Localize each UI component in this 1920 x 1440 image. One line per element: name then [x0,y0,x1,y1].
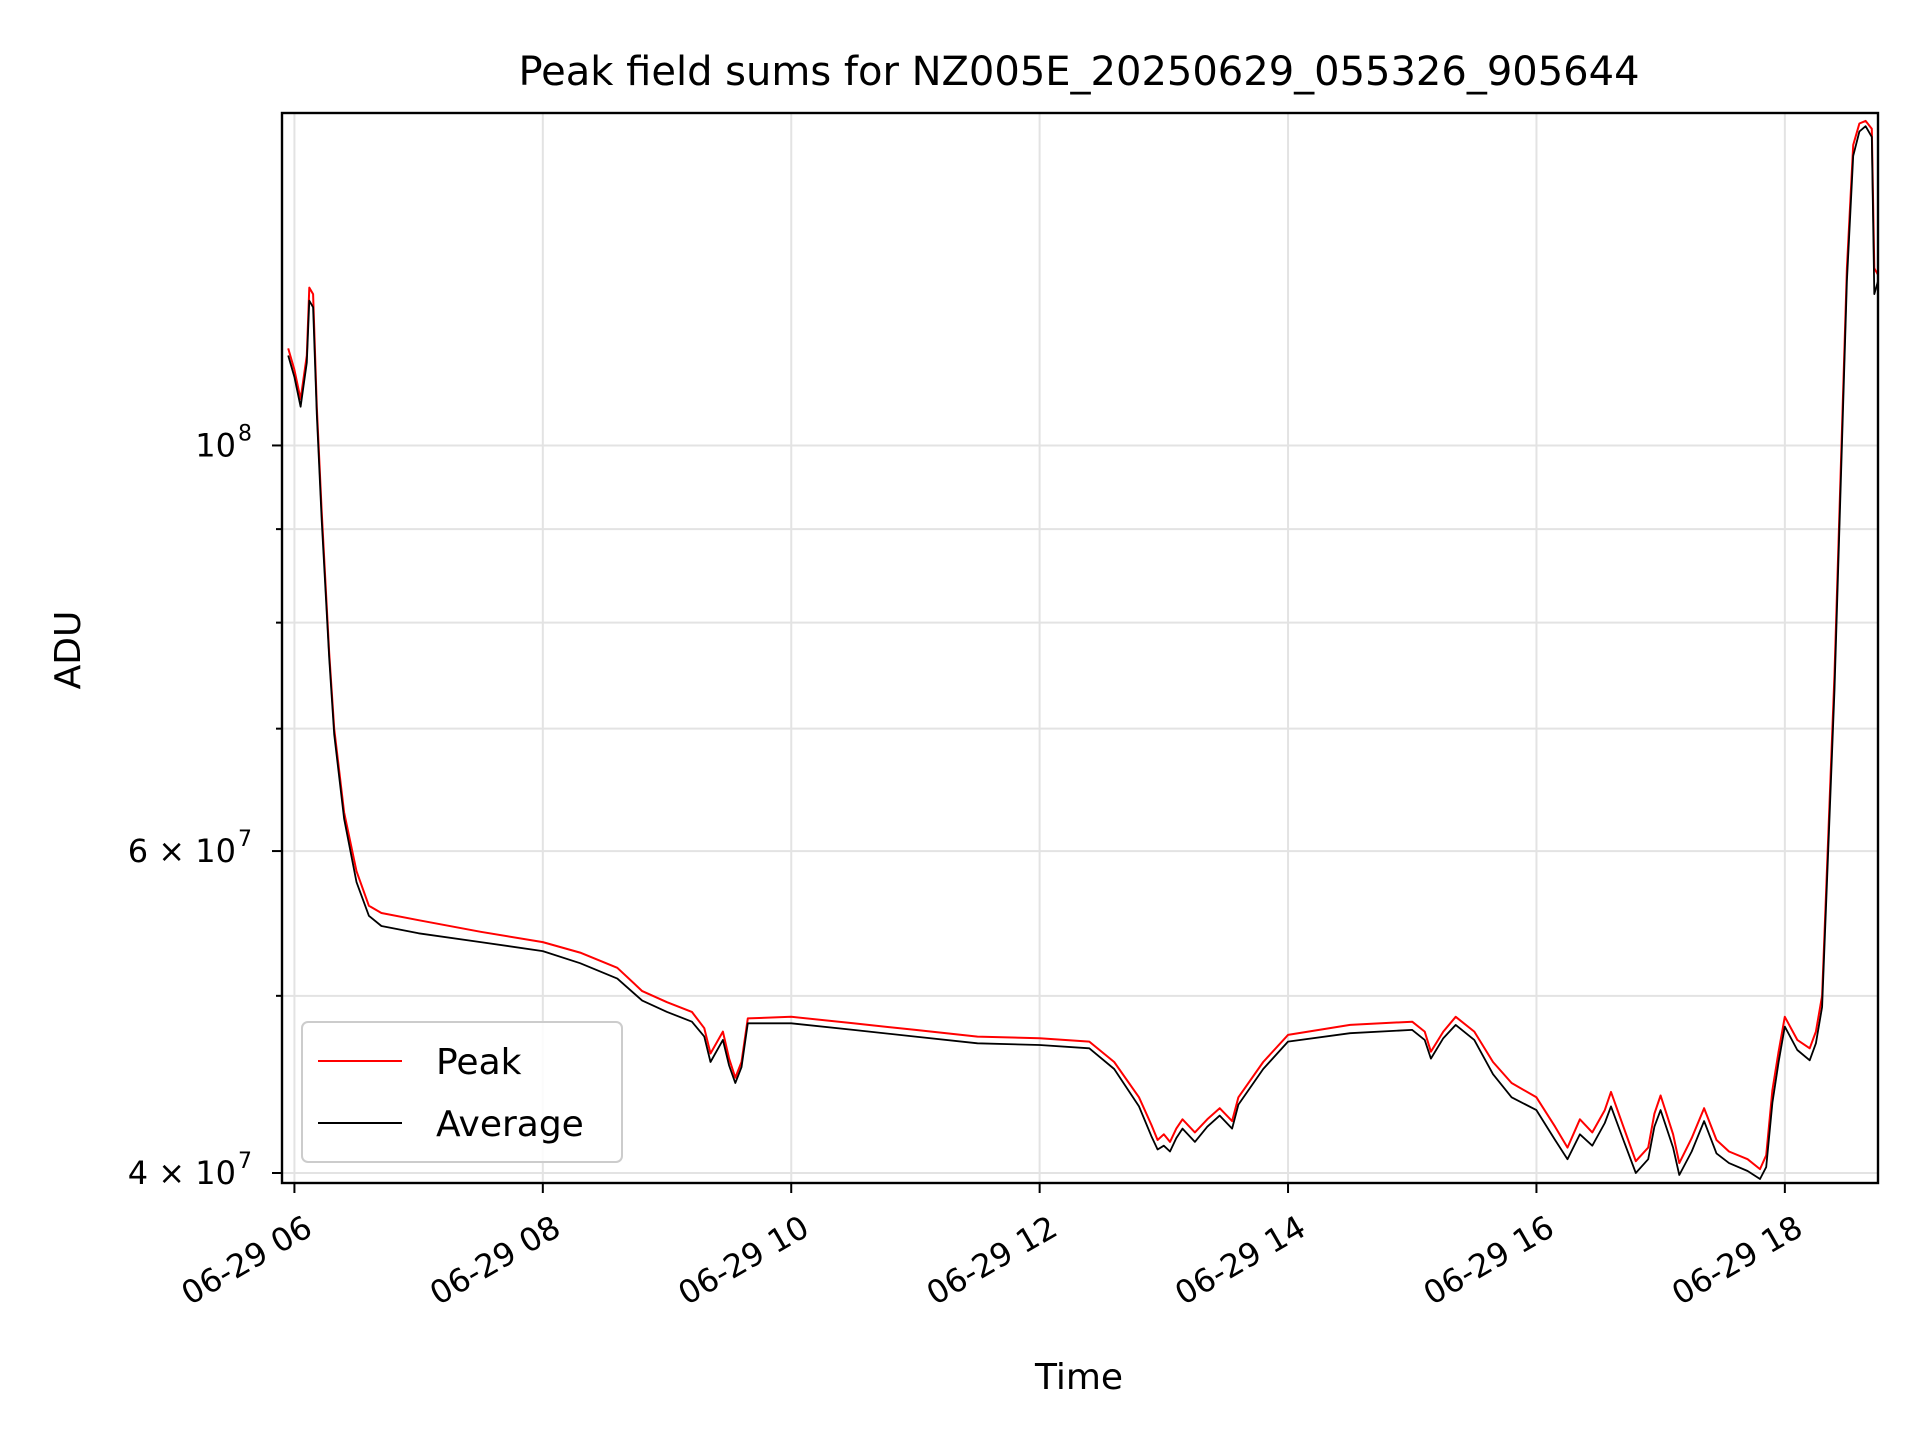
y-tick-label: 6 × 10 [128,832,236,870]
series-layer [287,119,1878,1180]
plot-frame [280,111,1880,1185]
y-tick-label: 4 × 10 [128,1154,236,1192]
chart-title: Peak field sums for NZ005E_20250629_0553… [518,49,1639,95]
y-axis-label: ADU [48,611,89,690]
y-tick-label: 10 [195,426,236,464]
legend-label-peak: Peak [436,1042,522,1083]
legend-label-average: Average [436,1104,584,1145]
series-line-peak [287,119,1878,1171]
y-tick-exponent: 7 [238,1149,252,1174]
grid [282,113,1878,1183]
legend-box [301,1021,623,1163]
y-tick-exponent: 7 [238,827,252,852]
series-line-average [287,125,1878,1180]
x-axis-label: Time [1034,1357,1123,1398]
legend: Peak Average [301,1021,623,1163]
y-tick-exponent: 8 [238,421,252,446]
